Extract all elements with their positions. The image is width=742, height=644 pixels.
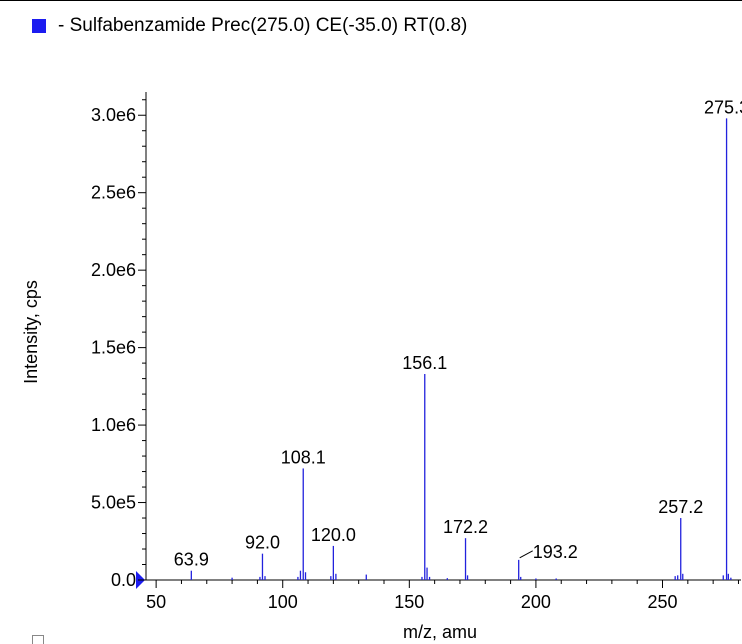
peak-label: 108.1 [281,447,326,467]
y-tick-label: 3.0e6 [91,105,136,125]
x-tick-label: 250 [647,592,677,612]
y-tick-label: 0.0 [111,570,136,590]
x-tick-label: 200 [521,592,551,612]
bottom-marker [32,635,44,644]
x-tick-label: 50 [146,592,166,612]
peak-label: 257.2 [658,497,703,517]
top-rule [0,0,742,1]
legend-text: - Sulfabenzamide Prec(275.0) CE(-35.0) R… [58,15,468,36]
peak-label: 92.0 [245,533,280,553]
y-tick-label: 1.5e6 [91,338,136,358]
peak-label: 63.9 [174,550,209,570]
peak-labels: 63.9 92.0 108.1 120.0 156.1 172.2 193.2 257.2 27… [174,97,742,569]
peak-label: 275.3 [704,97,742,117]
x-axis-title: m/z, amu [403,622,477,642]
peak-label: 156.1 [402,353,447,373]
x-tick-label: 100 [268,592,298,612]
legend: - Sulfabenzamide Prec(275.0) CE(-35.0) R… [32,14,467,38]
legend-swatch [32,19,46,33]
axes [136,92,741,589]
y-tick-label: 2.5e6 [91,183,136,203]
y-tick-label: 1.0e6 [91,415,136,435]
peak-label: 172.2 [443,517,488,537]
peak-label: 193.2 [533,542,578,562]
x-tick-label: 150 [394,592,424,612]
y-tick-label: 2.0e6 [91,260,136,280]
x-ticks: 50 100 150 200 250 [146,580,739,612]
y-axis-title: Intensity, cps [21,280,41,384]
y-ticks: 0.0 5.0e5 1.0e6 1.5e6 2.0e6 2.5e6 3.0e6 [91,99,146,590]
peak-label: 120.0 [311,525,356,545]
peak-label-leader [519,550,533,559]
peaks [190,118,732,580]
y-tick-label: 5.0e5 [91,493,136,513]
